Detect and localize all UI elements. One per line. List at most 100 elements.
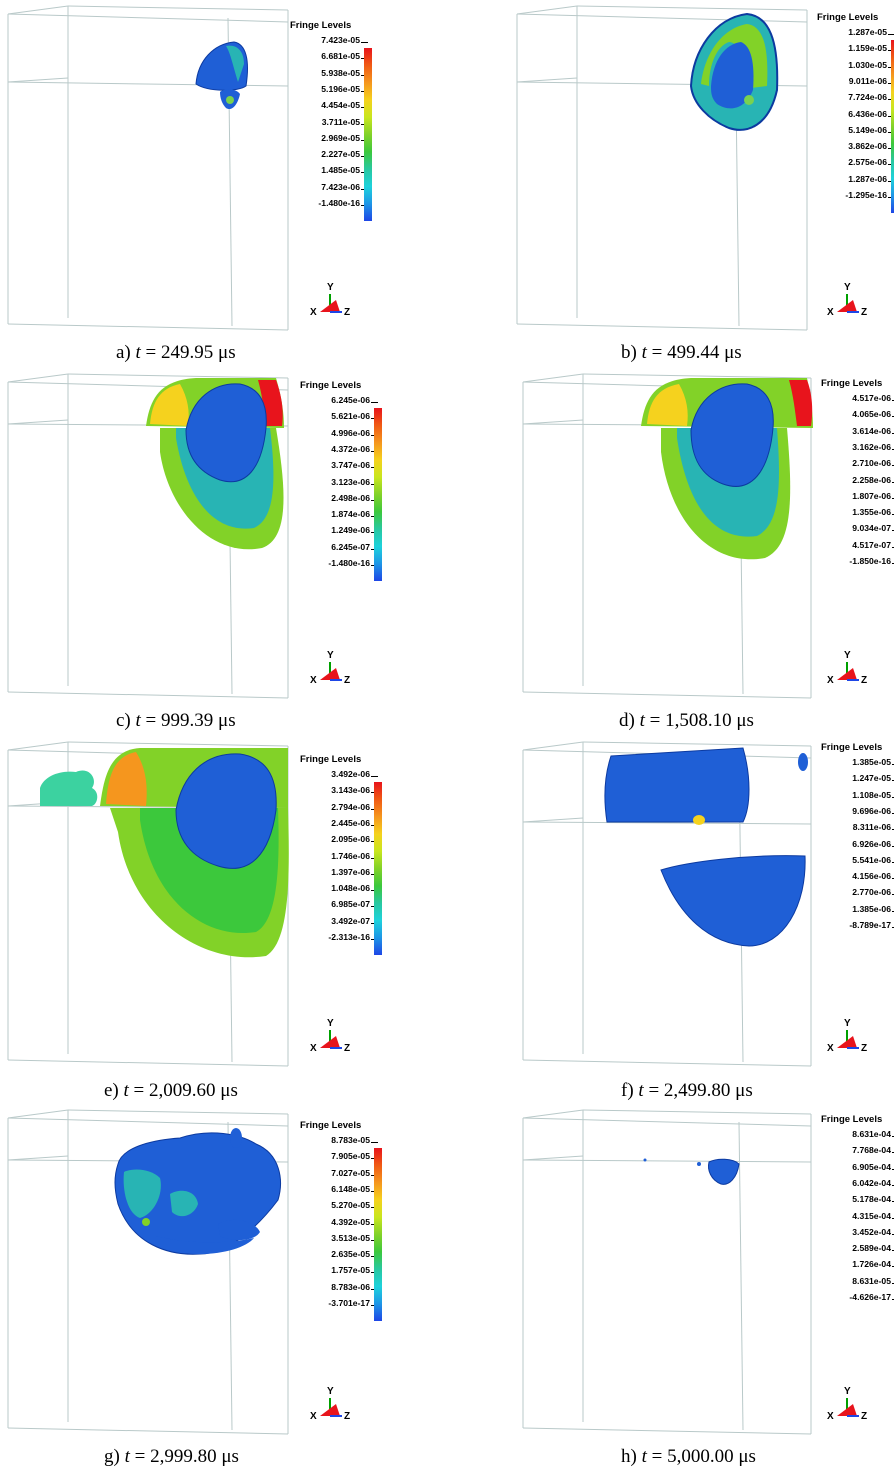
fringe-level-value: 4.392e-05 (331, 1216, 378, 1227)
simulation-view-f (522, 741, 812, 1067)
axis-triad: Y X Z (308, 1018, 352, 1056)
fringe-colorbar (891, 40, 894, 214)
fringe-level-value: 4.517e-06 (852, 393, 894, 403)
fringe-level-value: 2.258e-06 (852, 474, 894, 485)
caption-time: 5,000.00 (667, 1446, 734, 1467)
caption-unit: μs (221, 1446, 239, 1467)
fringe-level-value: -2.313e-16 (328, 932, 378, 942)
axis-label-z: Z (861, 1043, 868, 1054)
caption-t: t (641, 342, 647, 363)
fringe-level-value: 1.108e-05 (852, 789, 894, 800)
axis-label-z: Z (344, 307, 351, 318)
axis-label-x: X (827, 1411, 834, 1422)
fringe-level-value: 6.926e-06 (852, 838, 894, 849)
caption-f: f) t = 2,499.80 μs (621, 1080, 753, 1101)
fringe-level-value: 1.874e-06 (331, 509, 378, 520)
axis-label-y: Y (327, 650, 334, 661)
caption-unit: μs (724, 342, 742, 363)
fringe-level-value: 5.149e-06 (848, 124, 894, 135)
fringe-level-value: -1.850e-16 (849, 556, 894, 566)
fringe-level-value: 1.159e-05 (848, 43, 894, 54)
fringe-level-value: 2.095e-06 (331, 834, 378, 845)
fringe-level-value: -1.480e-16 (318, 198, 368, 208)
caption-d: d) t = 1,508.10 μs (619, 710, 754, 731)
axis-label-y: Y (844, 650, 851, 661)
caption-letter: e) (104, 1080, 119, 1101)
fringe-level-value: 4.065e-06 (852, 409, 894, 420)
simulation-view-g (7, 1109, 289, 1435)
fringe-colorbar (364, 48, 372, 222)
axis-label-x: X (310, 1411, 317, 1422)
panel-a: Fringe Levels 7.423e-05 6.681e-05 5.938e-0… (0, 0, 447, 368)
axis-triad: Y X Z (308, 650, 352, 688)
fringe-level-value: 3.123e-06 (331, 476, 378, 487)
fringe-level-value: 1.287e-05 (848, 27, 894, 37)
fringe-level-value: 8.783e-06 (331, 1281, 378, 1292)
axis-label-x: X (827, 675, 834, 686)
caption-letter: f) (621, 1080, 634, 1101)
fringe-level-value: 4.454e-05 (321, 100, 368, 111)
axis-label-y: Y (844, 282, 851, 293)
fringe-level-value: 1.249e-06 (331, 525, 378, 536)
fringe-level-value: 6.985e-07 (331, 899, 378, 910)
caption-t: t (135, 710, 141, 731)
axis-label-y: Y (844, 1018, 851, 1029)
fringe-level-value: 6.042e-04 (852, 1177, 894, 1188)
fringe-level-value: -8.789e-17 (849, 920, 894, 930)
caption-letter: h) (621, 1446, 637, 1467)
caption-unit: μs (738, 1446, 756, 1467)
axis-triad: Y X Z (308, 282, 352, 320)
caption-h: h) t = 5,000.00 μs (621, 1446, 756, 1467)
caption-t: t (135, 342, 141, 363)
fringe-level-value: -1.295e-16 (845, 190, 894, 200)
fringe-level-value: 5.541e-06 (852, 854, 894, 865)
fringe-level-value: 4.156e-06 (852, 871, 894, 882)
caption-time: 249.95 (161, 342, 214, 363)
fringe-level-value: 2.498e-06 (331, 492, 378, 503)
axis-triad-icon (320, 1398, 342, 1417)
fringe-level-value: 1.048e-06 (331, 883, 378, 894)
caption-g: g) t = 2,999.80 μs (104, 1446, 239, 1467)
axis-label-z: Z (344, 675, 351, 686)
caption-time: 1,508.10 (665, 710, 732, 731)
caption-letter: g) (104, 1446, 120, 1467)
fringe-level-value: 6.245e-06 (331, 395, 378, 405)
fringe-level-value: 6.245e-07 (331, 541, 378, 552)
fringe-level-value: 3.711e-05 (321, 116, 369, 127)
caption-a: a) t = 249.95 μs (116, 342, 236, 363)
panel-h: Fringe Levels 8.631e-04 7.768e-04 6.905e-0… (447, 1104, 894, 1472)
legend-title: Fringe Levels (300, 1120, 362, 1131)
fringe-level-value: 2.710e-06 (852, 458, 894, 469)
axis-label-z: Z (861, 675, 868, 686)
fringe-level-value: 2.589e-04 (852, 1243, 894, 1254)
panel-c: Fringe Levels 6.245e-06 5.621e-06 4.996e-0… (0, 368, 447, 736)
fringe-level-value: 9.011e-06 (848, 75, 894, 86)
caption-unit: μs (218, 342, 236, 363)
axis-triad: Y X Z (825, 1386, 869, 1424)
axis-label-y: Y (327, 1018, 334, 1029)
fringe-level-value: 3.492e-07 (331, 915, 378, 926)
fringe-colorbar (374, 408, 382, 582)
panel-b: Fringe Levels 1.287e-05 1.159e-05 1.030e-0… (447, 0, 894, 368)
axis-triad: Y X Z (825, 650, 869, 688)
fringe-level-value: 8.311e-06 (852, 822, 894, 833)
fringe-level-value: 8.631e-05 (852, 1275, 894, 1286)
caption-unit: μs (736, 710, 754, 731)
fringe-level-value: -4.626e-17 (849, 1292, 894, 1302)
simulation-view-a (7, 5, 289, 331)
fringe-level-value: 1.287e-06 (848, 173, 894, 184)
simulation-view-b (516, 5, 808, 331)
caption-letter: a) (116, 342, 131, 363)
fringe-level-value: 4.372e-06 (331, 443, 378, 454)
legend-title: Fringe Levels (300, 754, 362, 765)
caption-e: e) t = 2,009.60 μs (104, 1080, 238, 1101)
fringe-level-value: 2.770e-06 (852, 887, 894, 898)
fringe-level-value: -1.480e-16 (328, 558, 378, 568)
axis-label-x: X (310, 675, 317, 686)
simulation-view-d (522, 373, 813, 699)
fringe-level-value: 5.621e-06 (331, 411, 378, 422)
caption-b: b) t = 499.44 μs (621, 342, 742, 363)
legend-title: Fringe Levels (817, 12, 879, 23)
fringe-level-value: 2.575e-06 (848, 157, 894, 168)
fringe-level-value: 2.635e-05 (331, 1249, 378, 1260)
